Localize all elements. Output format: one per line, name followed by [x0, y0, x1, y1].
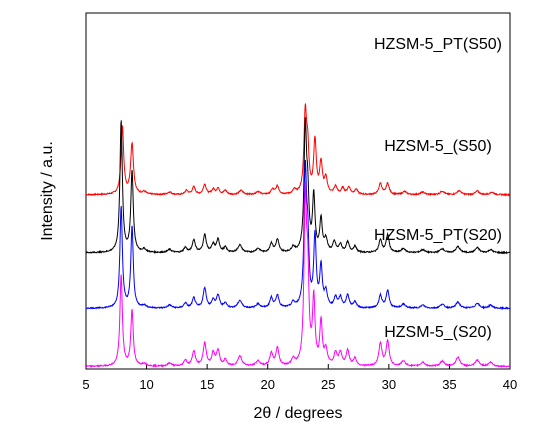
series-labels: HZSM-5_PT(S50) HZSM-5_(S50) HZSM-5_PT(S20)… [374, 36, 502, 341]
x-axis-label: 2θ / degrees [254, 405, 343, 422]
x-axis-ticks: 5 10 15 20 25 30 35 40 [82, 364, 517, 392]
x-tick-label: 5 [82, 377, 89, 392]
series-group [85, 103, 511, 368]
series-label: HZSM-5_PT(S50) [374, 36, 502, 53]
y-axis-label: Intensity / a.u. [39, 141, 56, 241]
series-line [85, 181, 511, 368]
series-label: HZSM-5_(S20) [384, 324, 492, 341]
x-tick-label: 20 [260, 377, 274, 392]
x-tick-label: 40 [503, 377, 517, 392]
plot-frame [85, 12, 511, 370]
series-line [85, 117, 511, 255]
x-tick-label: 10 [139, 377, 153, 392]
x-tick-label: 30 [382, 377, 396, 392]
x-tick-label: 15 [200, 377, 214, 392]
series-line [85, 103, 511, 197]
x-tick-label: 35 [442, 377, 456, 392]
series-label: HZSM-5_(S50) [384, 138, 492, 155]
series-label: HZSM-5_PT(S20) [374, 227, 502, 244]
x-tick-label: 25 [321, 377, 335, 392]
series-line [85, 159, 510, 310]
